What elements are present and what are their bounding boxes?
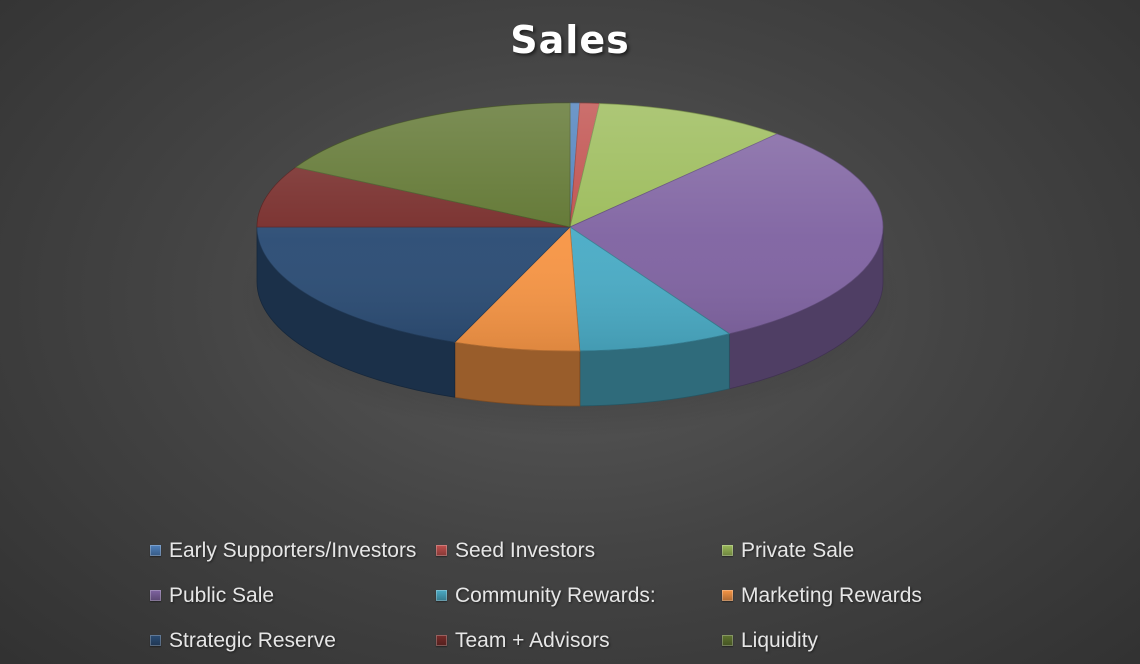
legend-swatch-5 — [722, 590, 733, 601]
legend-label-6: Strategic Reserve — [169, 628, 336, 652]
legend-swatch-8 — [722, 635, 733, 646]
legend-item-8: Liquidity — [722, 618, 970, 663]
pie-chart — [237, 102, 903, 438]
chart-title: Sales — [510, 18, 630, 62]
legend-item-5: Marketing Rewards — [722, 573, 970, 618]
legend-item-3: Public Sale — [150, 573, 436, 618]
legend-label-0: Early Supporters/Investors — [169, 538, 417, 562]
chart-legend: Early Supporters/Investors Seed Investors… — [150, 528, 970, 663]
legend-swatch-6 — [150, 635, 161, 646]
legend-label-4: Community Rewards: — [455, 583, 656, 607]
legend-swatch-0 — [150, 545, 161, 556]
legend-item-2: Private Sale — [722, 528, 970, 573]
legend-item-0: Early Supporters/Investors — [150, 528, 436, 573]
legend-item-7: Team + Advisors — [436, 618, 722, 663]
legend-swatch-1 — [436, 545, 447, 556]
legend-swatch-7 — [436, 635, 447, 646]
legend-label-1: Seed Investors — [455, 538, 596, 562]
legend-label-3: Public Sale — [169, 583, 275, 607]
legend-label-5: Marketing Rewards — [741, 583, 922, 607]
pie-side-5 — [454, 341, 581, 407]
legend-item-4: Community Rewards: — [436, 573, 722, 618]
legend-label-8: Liquidity — [741, 628, 819, 652]
legend-label-2: Private Sale — [741, 538, 855, 562]
legend-label-7: Team + Advisors — [455, 628, 610, 652]
legend-item-6: Strategic Reserve — [150, 618, 436, 663]
legend-item-1: Seed Investors — [436, 528, 722, 573]
legend-swatch-4 — [436, 590, 447, 601]
legend-swatch-3 — [150, 590, 161, 601]
pie-shine — [257, 103, 883, 351]
legend-swatch-2 — [722, 545, 733, 556]
